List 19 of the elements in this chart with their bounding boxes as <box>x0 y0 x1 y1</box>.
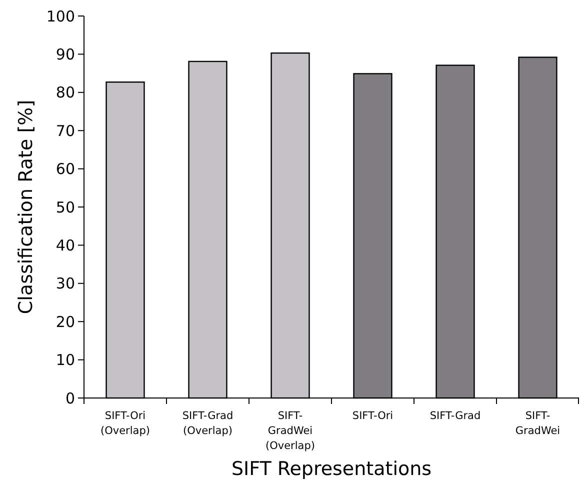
y-tick-label: 80 <box>56 84 75 102</box>
x-tick-label: SIFT- GradWei <box>515 410 560 437</box>
x-tick-label: SIFT- GradWei (Overlap) <box>266 410 315 452</box>
y-tick-label: 100 <box>46 7 75 26</box>
x-axis-title: SIFT Representations <box>231 458 432 480</box>
y-tick-label: 20 <box>56 312 75 331</box>
y-tick-label: 0 <box>65 389 75 408</box>
x-tick-label: SIFT-Ori (Overlap) <box>100 410 150 437</box>
y-tick-label: 40 <box>56 236 75 254</box>
y-axis-title: Classification Rate [%] <box>15 100 37 314</box>
y-tick-label: 30 <box>56 274 75 293</box>
y-tick-label: 10 <box>56 351 75 370</box>
y-tick-label: 70 <box>56 122 75 140</box>
y-tick-label: 90 <box>56 45 75 64</box>
x-tick-label: SIFT-Ori <box>352 410 394 422</box>
x-tick-label: SIFT-Grad (Overlap) <box>182 410 234 437</box>
y-tick-label: 60 <box>56 160 75 178</box>
x-tick-label: SIFT-Grad <box>430 410 481 422</box>
y-tick-label: 50 <box>56 198 75 216</box>
